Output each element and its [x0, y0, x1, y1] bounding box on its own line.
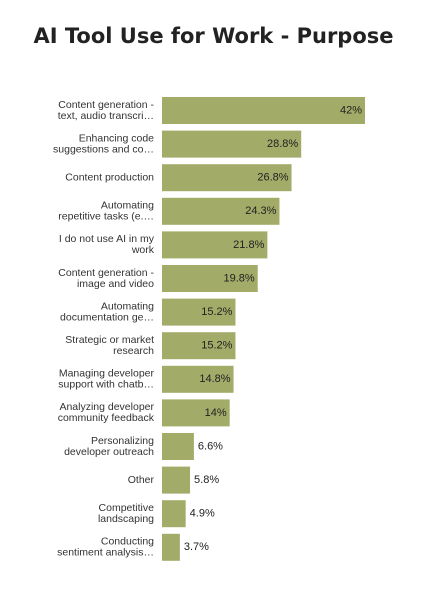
category-label-0: Content generation -text, audio transcri… [58, 99, 155, 122]
chart-title: AI Tool Use for Work - Purpose [33, 24, 394, 48]
category-label-11: Other [128, 474, 155, 486]
category-label-5: Content generation -image and video [58, 267, 154, 290]
value-label-3: 24.3% [245, 205, 276, 217]
value-label-13: 3.7% [184, 541, 209, 553]
category-label-13: Conducting sentiment analysis… [57, 536, 154, 559]
value-label-4: 21.8% [233, 239, 264, 251]
value-label-5: 19.8% [223, 272, 254, 284]
category-label-6: Automating documentation ge… [60, 300, 154, 323]
category-label-10: Personalizing developer outreach [64, 435, 154, 458]
value-label-9: 14% [205, 407, 227, 419]
bar-6 [162, 298, 236, 326]
category-label-8: Managing developer support with chatb… [58, 368, 154, 391]
bar-7 [162, 332, 236, 360]
value-label-1: 28.8% [267, 138, 298, 150]
value-label-8: 14.8% [199, 373, 230, 385]
bar-12 [162, 500, 186, 528]
bar-5 [162, 265, 258, 292]
value-label-6: 15.2% [201, 306, 232, 318]
value-label-11: 5.8% [194, 474, 219, 486]
value-label-2: 26.8% [257, 172, 288, 184]
bar-3 [162, 197, 280, 225]
value-label-0: 42% [340, 104, 362, 116]
category-label-3: Automating repetitive tasks (e.… [58, 200, 154, 223]
bar-8 [162, 365, 234, 393]
category-label-7: Strategic or market research [65, 334, 154, 357]
bar-11 [162, 466, 191, 494]
bar-2 [162, 164, 292, 192]
value-label-10: 6.6% [198, 440, 223, 452]
category-label-4: I do not use AI in my work [59, 233, 155, 256]
category-label-1: Enhancing code suggestions and co… [53, 132, 154, 155]
category-label-9: Analyzing developer community feedback [58, 401, 155, 424]
bar-9 [162, 399, 230, 427]
bar-1 [162, 130, 302, 158]
bar-13 [162, 533, 180, 561]
category-label-2: Content production [65, 171, 154, 183]
value-label-12: 4.9% [190, 508, 215, 520]
category-label-12: Competitive landscaping [98, 502, 154, 525]
bar-0 [162, 97, 365, 124]
value-label-7: 15.2% [201, 340, 232, 352]
bar-4 [162, 231, 268, 259]
bar-10 [162, 433, 194, 460]
